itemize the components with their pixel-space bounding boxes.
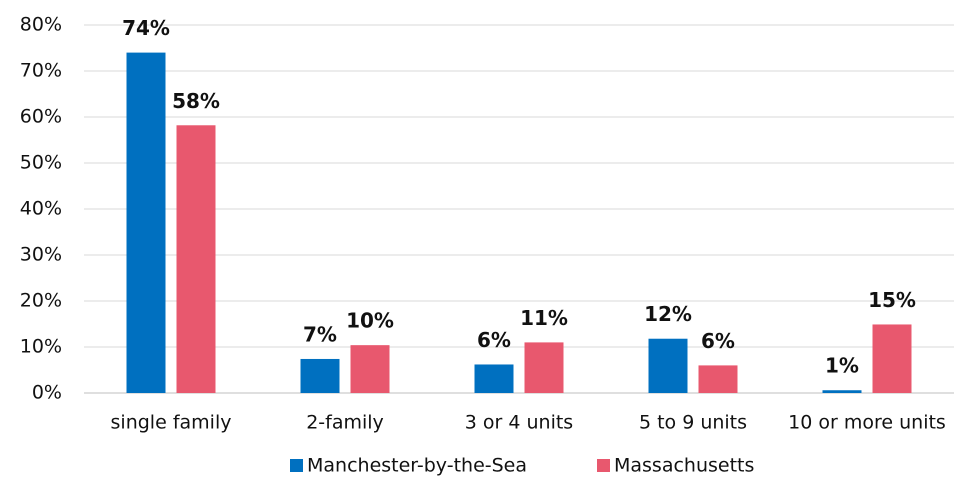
y-tick-label: 20%: [20, 290, 62, 312]
bar: [474, 364, 514, 393]
bar: [300, 358, 340, 393]
x-tick-label: single family: [111, 412, 232, 434]
value-label: 12%: [644, 302, 692, 326]
value-label: 6%: [477, 328, 511, 352]
bar: [350, 345, 390, 393]
legend-label: Massachusetts: [614, 455, 754, 477]
y-tick-label: 30%: [20, 244, 62, 266]
bar: [648, 338, 688, 393]
value-label: 10%: [346, 309, 394, 333]
value-label: 58%: [172, 89, 220, 113]
bar: [698, 365, 738, 393]
bar: [524, 342, 564, 393]
y-tick-label: 50%: [20, 152, 62, 174]
bar: [872, 324, 912, 393]
bar: [126, 52, 166, 393]
y-tick-label: 70%: [20, 60, 62, 82]
bar: [176, 125, 216, 393]
legend-label: Manchester-by-the-Sea: [307, 455, 527, 477]
value-label: 1%: [825, 354, 859, 378]
y-tick-label: 40%: [20, 198, 62, 220]
x-tick-label: 3 or 4 units: [465, 412, 573, 434]
y-tick-label: 80%: [20, 14, 62, 36]
value-label: 15%: [868, 288, 916, 312]
bar: [822, 390, 862, 393]
legend-swatch: [597, 459, 610, 472]
y-tick-label: 60%: [20, 106, 62, 128]
value-label: 74%: [122, 16, 170, 40]
y-tick-label: 10%: [20, 336, 62, 358]
legend-swatch: [290, 459, 303, 472]
y-tick-label: 0%: [32, 382, 62, 404]
value-label: 6%: [701, 329, 735, 353]
value-label: 11%: [520, 306, 568, 330]
x-tick-label: 2-family: [306, 412, 384, 434]
x-tick-label: 10 or more units: [788, 412, 946, 434]
x-tick-label: 5 to 9 units: [639, 412, 747, 434]
value-label: 7%: [303, 322, 337, 346]
